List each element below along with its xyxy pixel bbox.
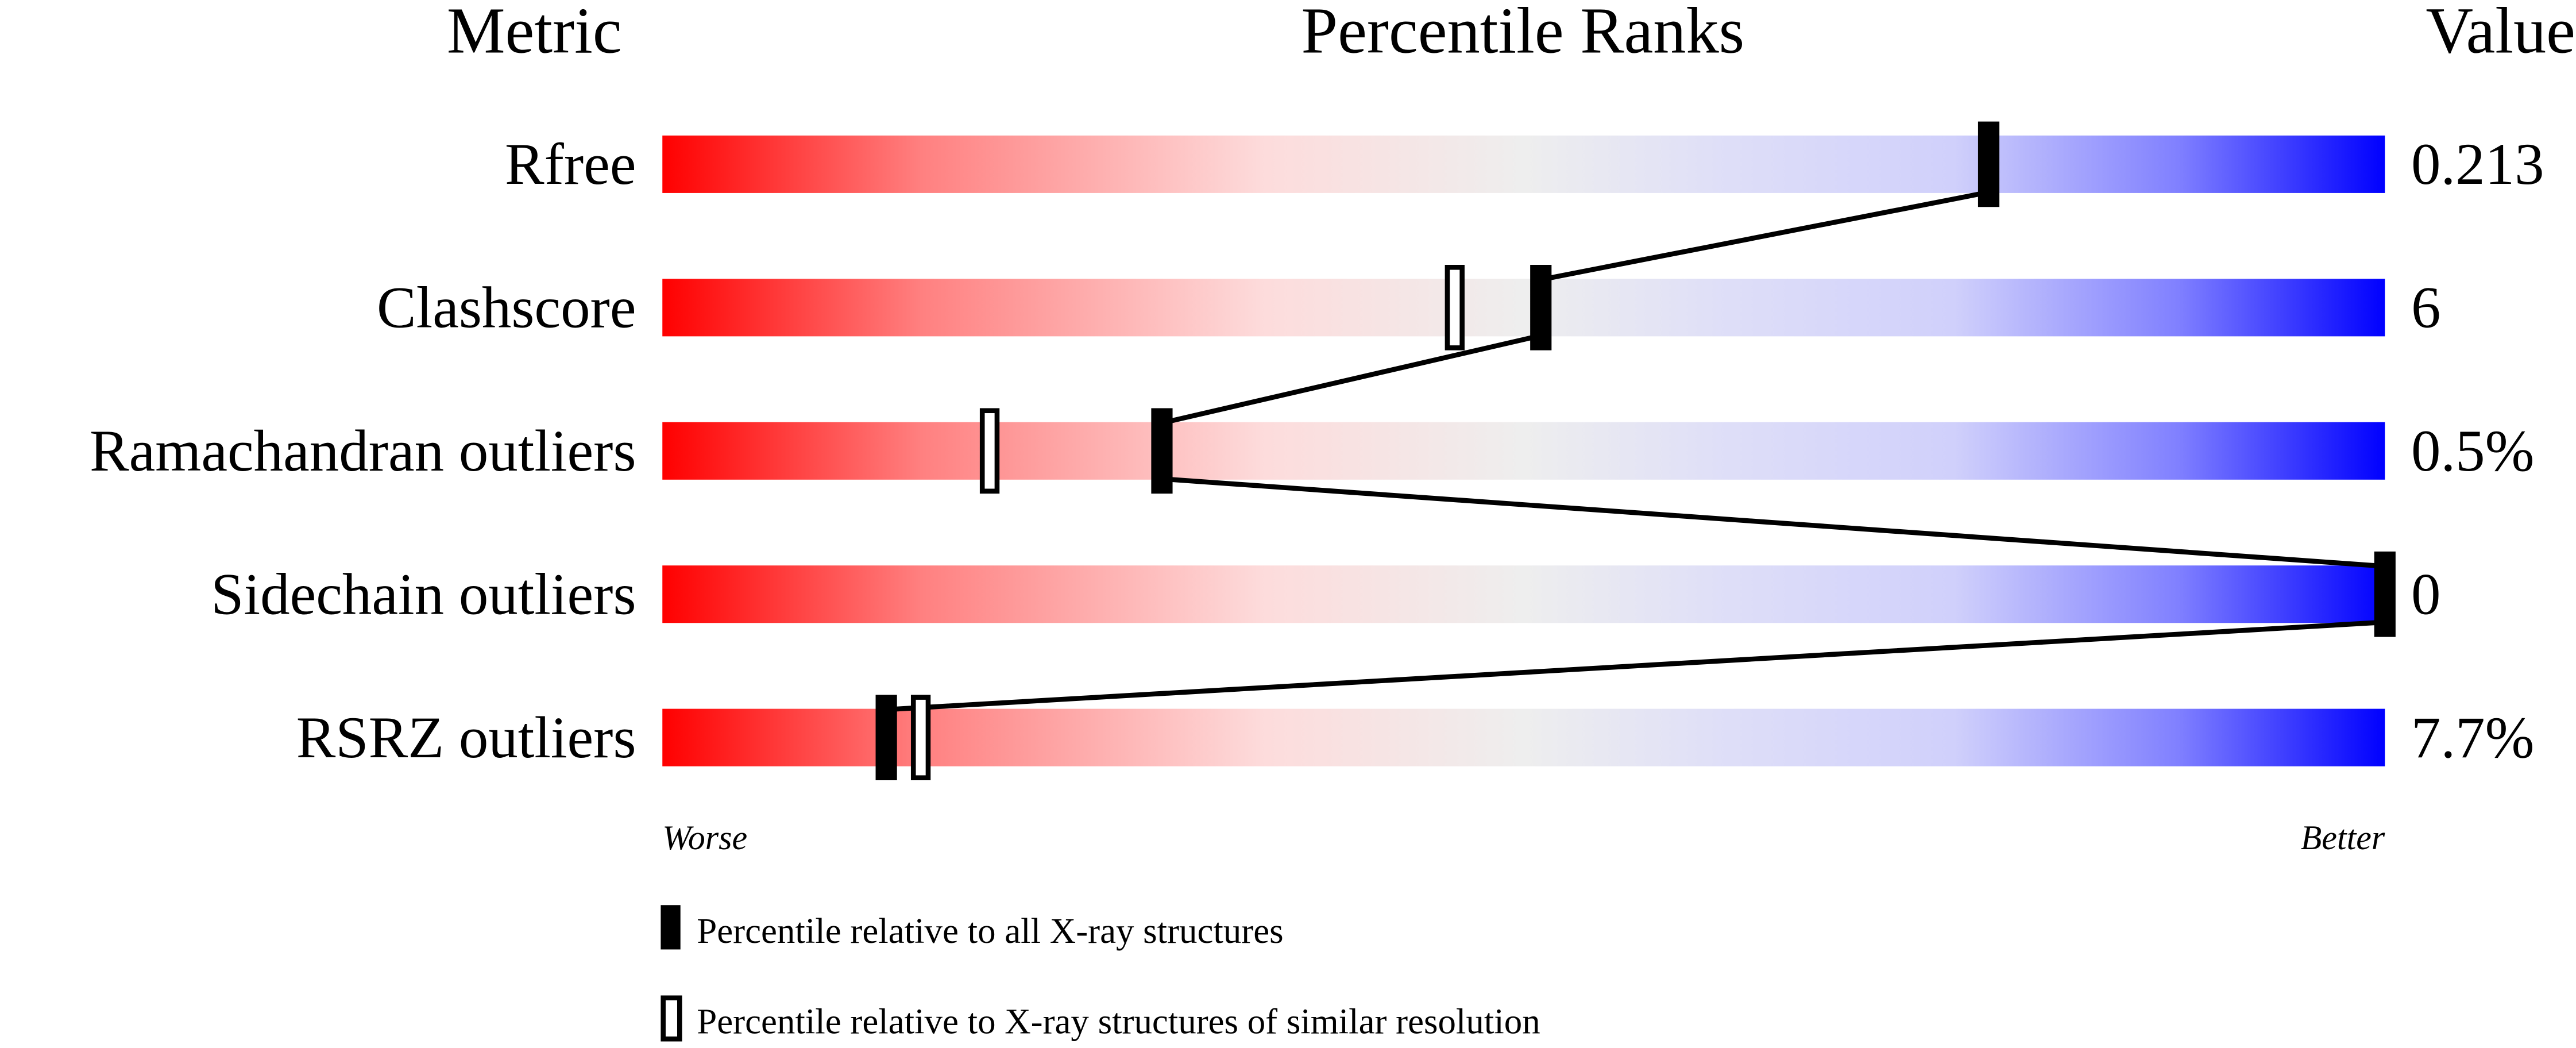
legend-label-all: Percentile relative to all X-ray structu…: [697, 911, 1283, 951]
marker-all-structures: [1978, 121, 2000, 207]
percentile-bar: [662, 565, 2385, 623]
percentile-bar: [662, 135, 2385, 193]
metric-label: RSRZ outliers: [296, 705, 636, 770]
marker-all-structures: [2374, 551, 2396, 637]
header-value: Value: [2426, 0, 2575, 67]
metric-value: 6: [2411, 275, 2440, 341]
marker-all-structures: [1530, 265, 1552, 350]
metric-label: Ramachandran outliers: [90, 418, 636, 484]
metric-label: Rfree: [505, 132, 636, 197]
percentile-bar: [662, 708, 2385, 766]
metric-value: 0.5%: [2411, 418, 2534, 484]
metric-value: 0: [2411, 562, 2440, 627]
marker-all-structures: [1151, 408, 1173, 494]
marker-all-structures: [875, 695, 897, 780]
percentile-bar: [662, 279, 2385, 337]
header-metric: Metric: [447, 0, 622, 67]
marker-similar-resolution: [910, 695, 931, 780]
header-percentile-ranks: Percentile Ranks: [1301, 0, 1745, 67]
legend-filled-marker: [661, 905, 681, 950]
metric-label: Sidechain outliers: [211, 562, 636, 627]
metric-label: Clashscore: [377, 275, 636, 341]
percentile-bar: [662, 422, 2385, 480]
legend-label-similar: Percentile relative to X-ray structures …: [697, 1001, 1540, 1041]
axis-label-better: Better: [2301, 819, 2385, 857]
metric-value: 0.213: [2411, 132, 2544, 197]
metric-value: 7.7%: [2411, 705, 2534, 770]
marker-similar-resolution: [979, 408, 1000, 494]
legend-open-marker: [661, 995, 682, 1042]
axis-label-worse: Worse: [662, 819, 747, 857]
marker-similar-resolution: [1445, 265, 1465, 350]
